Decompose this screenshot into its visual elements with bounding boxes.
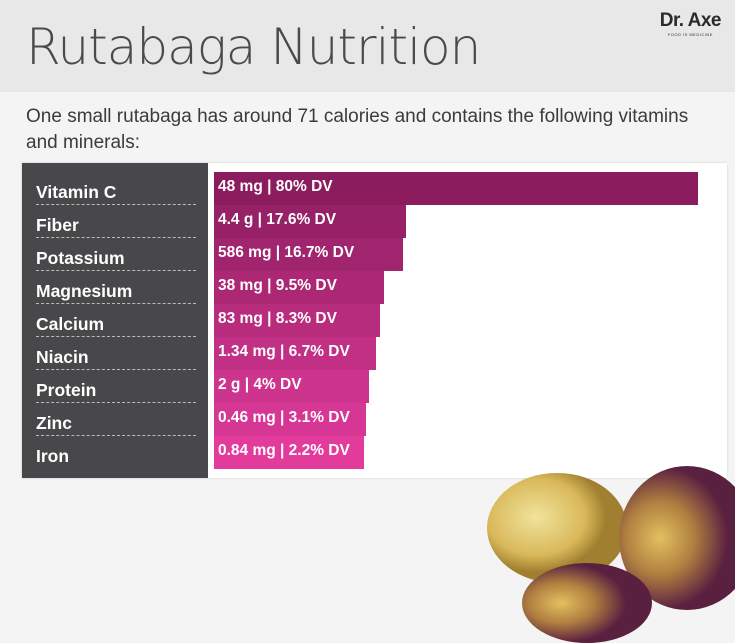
logo-tagline: FOOD IS MEDICINE xyxy=(667,32,713,37)
logo: Dr. Axe FOOD IS MEDICINE xyxy=(659,10,722,37)
category-label: Magnesium xyxy=(36,271,196,304)
intro-text: One small rutabaga has around 71 calorie… xyxy=(26,106,689,153)
category-label: Potassium xyxy=(36,238,196,271)
header: Rutabaga Nutrition Dr. Axe FOOD IS MEDIC… xyxy=(0,0,735,92)
bar-zinc: 0.46 mg | 3.1% DV xyxy=(214,403,367,436)
bar-niacin: 1.34 mg | 6.7% DV xyxy=(214,337,377,370)
page-title: Rutabaga Nutrition xyxy=(26,18,481,76)
category-label: Protein xyxy=(36,370,196,403)
category-label: Niacin xyxy=(36,337,196,370)
rutabaga-image xyxy=(487,466,735,643)
bar-label: 2 g | 4% DV xyxy=(218,376,302,393)
category-label: Vitamin C xyxy=(36,172,196,205)
bar-calcium: 83 mg | 8.3% DV xyxy=(214,304,381,337)
bar-label: 83 mg | 8.3% DV xyxy=(218,310,337,327)
category-label: Fiber xyxy=(36,205,196,238)
category-labels: Vitamin C Fiber Potassium Magnesium Calcium N… xyxy=(22,163,208,478)
bar-label: 48 mg | 80% DV xyxy=(218,178,333,195)
bar-label: 4.4 g | 17.6% DV xyxy=(218,211,337,228)
bar-label: 0.84 mg | 2.2% DV xyxy=(218,442,350,459)
bar-iron: 0.84 mg | 2.2% DV xyxy=(214,436,364,469)
bar-fiber: 4.4 g | 17.6% DV xyxy=(214,205,406,238)
bar-label: 586 mg | 16.7% DV xyxy=(218,244,355,261)
category-label: Zinc xyxy=(36,403,196,436)
bar-protein: 2 g | 4% DV xyxy=(214,370,369,403)
category-label: Iron xyxy=(36,446,70,466)
bar-vitamin-c: 48 mg | 80% DV xyxy=(214,172,698,205)
bar-magnesium: 38 mg | 9.5% DV xyxy=(214,271,384,304)
logo-name: Dr. Axe xyxy=(659,10,722,31)
bar-label: 38 mg | 9.5% DV xyxy=(218,277,337,294)
category-label: Calcium xyxy=(36,304,196,337)
chart-panel: Vitamin C Fiber Potassium Magnesium Calcium N… xyxy=(22,163,735,643)
bar-label: 0.46 mg | 3.1% DV xyxy=(218,409,350,426)
bar-potassium: 586 mg | 16.7% DV xyxy=(214,238,404,271)
bar-label: 1.34 mg | 6.7% DV xyxy=(218,343,350,360)
